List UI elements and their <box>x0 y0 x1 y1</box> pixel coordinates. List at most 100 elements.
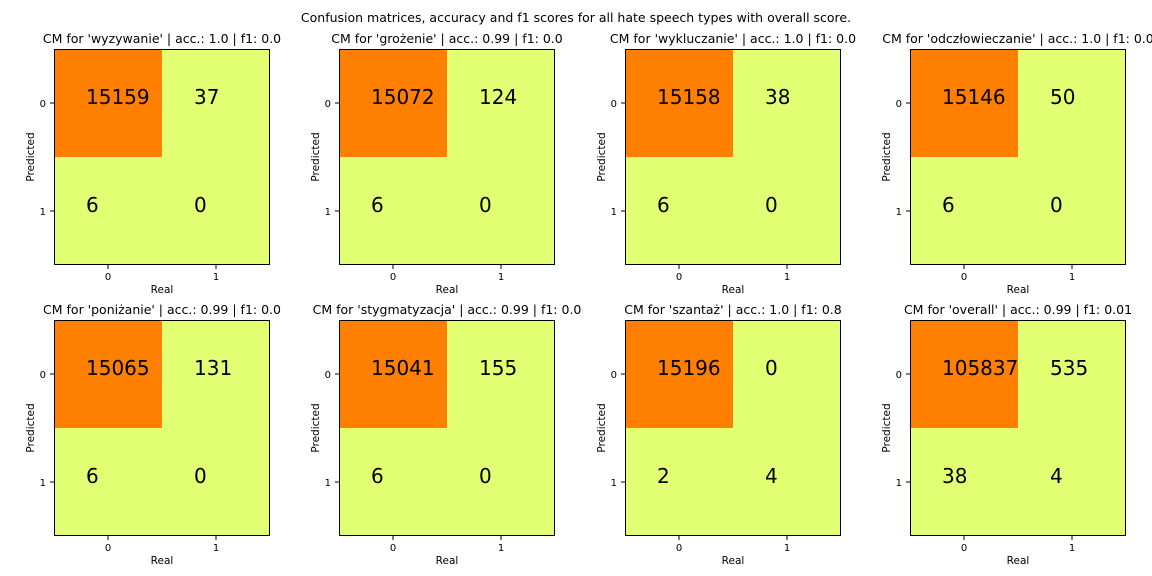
matrix-cell <box>54 49 162 157</box>
matrix-cell <box>625 49 733 157</box>
y-axis-label: Predicted <box>596 403 608 452</box>
x-tick-label: 0 <box>105 272 111 283</box>
x-axis-label: Real <box>722 284 745 296</box>
x-axis-label: Real <box>151 555 174 567</box>
y-tick-label: 0 <box>896 99 902 110</box>
matrix-cell <box>54 157 162 265</box>
matrix-cell <box>447 49 555 157</box>
confusion-matrix-panel: 15146 50 6 0 CM for 'odczłowieczanie' | acc.… <box>881 31 1152 296</box>
matrix-cell <box>339 49 447 157</box>
x-tick-label: 1 <box>784 272 790 283</box>
x-axis-label: Real <box>1007 284 1030 296</box>
cell-value: 2 <box>657 464 670 488</box>
cell-value: 15146 <box>942 85 1006 109</box>
confusion-matrix-panel: 15041 155 6 0 CM for 'stygmatyzacja' | acc.:… <box>310 302 581 567</box>
matrix-cell <box>910 428 1018 536</box>
x-tick-label: 1 <box>213 543 219 554</box>
matrix-cell <box>733 49 841 157</box>
x-tick-label: 1 <box>498 543 504 554</box>
x-axis-label: Real <box>436 284 459 296</box>
matrix-cell <box>733 428 841 536</box>
cell-value: 155 <box>479 356 517 380</box>
matrix-cell <box>1018 157 1126 265</box>
confusion-matrix-panel: 15158 38 6 0 CM for 'wykluczanie' | acc.: 1.… <box>596 31 856 296</box>
cell-value: 38 <box>942 464 967 488</box>
cell-value: 0 <box>479 193 492 217</box>
cell-value: 6 <box>942 193 955 217</box>
matrix-cell <box>1018 49 1126 157</box>
x-tick-label: 0 <box>390 543 396 554</box>
matrix-cell <box>733 320 841 428</box>
y-tick-label: 1 <box>325 478 331 489</box>
cell-value: 105837 <box>942 356 1018 380</box>
y-tick-label: 0 <box>611 99 617 110</box>
confusion-matrix-panel: 15072 124 6 0 CM for 'grożenie' | acc.: 0.99… <box>310 31 563 296</box>
cell-value: 15065 <box>86 356 150 380</box>
y-tick-label: 0 <box>896 370 902 381</box>
confusion-matrix-panel: 105837 535 38 4 CM for 'overall' | acc.: 0.9… <box>881 302 1132 567</box>
figure-title: Confusion matrices, accuracy and f1 scor… <box>301 10 851 25</box>
cell-value: 37 <box>194 85 219 109</box>
axes-frame <box>625 320 841 536</box>
axes-frame <box>54 320 270 536</box>
axes-frame <box>910 320 1126 536</box>
y-tick-label: 1 <box>896 207 902 218</box>
y-axis-label: Predicted <box>881 403 893 452</box>
panel-title: CM for 'overall' | acc.: 0.99 | f1: 0.01 <box>904 302 1132 317</box>
axes-frame <box>339 49 555 265</box>
y-tick-label: 0 <box>325 99 331 110</box>
y-tick-label: 0 <box>40 99 46 110</box>
x-tick-label: 1 <box>1069 272 1075 283</box>
y-axis-label: Predicted <box>881 132 893 181</box>
y-axis-label: Predicted <box>596 132 608 181</box>
x-tick-label: 1 <box>498 272 504 283</box>
x-tick-label: 1 <box>213 272 219 283</box>
matrix-cell <box>625 428 733 536</box>
confusion-matrix-panel: 15065 131 6 0 CM for 'poniżanie' | acc.: 0.9… <box>25 302 281 567</box>
x-axis-label: Real <box>722 555 745 567</box>
panel-title: CM for 'stygmatyzacja' | acc.: 0.99 | f1… <box>313 302 582 317</box>
x-axis-label: Real <box>1007 555 1030 567</box>
panel-title: CM for 'grożenie' | acc.: 0.99 | f1: 0.0 <box>331 31 562 46</box>
y-tick-label: 0 <box>40 370 46 381</box>
cell-value: 6 <box>371 193 384 217</box>
x-axis-label: Real <box>436 555 459 567</box>
cell-value: 15072 <box>371 85 435 109</box>
matrix-cell <box>339 320 447 428</box>
panel-title: CM for 'wyzywanie' | acc.: 1.0 | f1: 0.0 <box>43 31 281 46</box>
confusion-matrix-grid: 15159 37 6 0 CM for 'wyzywanie' | acc.: 1.0 … <box>25 31 1152 567</box>
cell-value: 0 <box>765 193 778 217</box>
y-tick-label: 1 <box>40 478 46 489</box>
y-axis-label: Predicted <box>310 132 322 181</box>
cell-value: 0 <box>194 464 207 488</box>
cell-value: 0 <box>479 464 492 488</box>
matrix-cell <box>162 49 270 157</box>
y-tick-label: 1 <box>325 207 331 218</box>
panel-title: CM for 'odczłowieczanie' | acc.: 1.0 | f… <box>882 31 1152 46</box>
x-tick-label: 0 <box>390 272 396 283</box>
y-tick-label: 1 <box>611 207 617 218</box>
cell-value: 6 <box>86 193 99 217</box>
x-tick-label: 1 <box>784 543 790 554</box>
cell-value: 15196 <box>657 356 721 380</box>
matrix-cell <box>162 157 270 265</box>
matrix-cell <box>54 428 162 536</box>
y-tick-label: 1 <box>896 478 902 489</box>
cell-value: 50 <box>1050 85 1075 109</box>
cell-value: 15158 <box>657 85 721 109</box>
matrix-cell <box>1018 428 1126 536</box>
matrix-cell <box>910 157 1018 265</box>
matrix-cell <box>447 157 555 265</box>
cell-value: 535 <box>1050 356 1088 380</box>
panel-title: CM for 'wykluczanie' | acc.: 1.0 | f1: 0… <box>610 31 856 46</box>
cell-value: 38 <box>765 85 790 109</box>
axes-frame <box>54 49 270 265</box>
x-tick-label: 0 <box>676 543 682 554</box>
panel-title: CM for 'szantaż' | acc.: 1.0 | f1: 0.8 <box>624 302 842 317</box>
cell-value: 0 <box>1050 193 1063 217</box>
cell-value: 0 <box>765 356 778 380</box>
matrix-cell <box>447 320 555 428</box>
cell-value: 4 <box>1050 464 1063 488</box>
x-tick-label: 1 <box>1069 543 1075 554</box>
